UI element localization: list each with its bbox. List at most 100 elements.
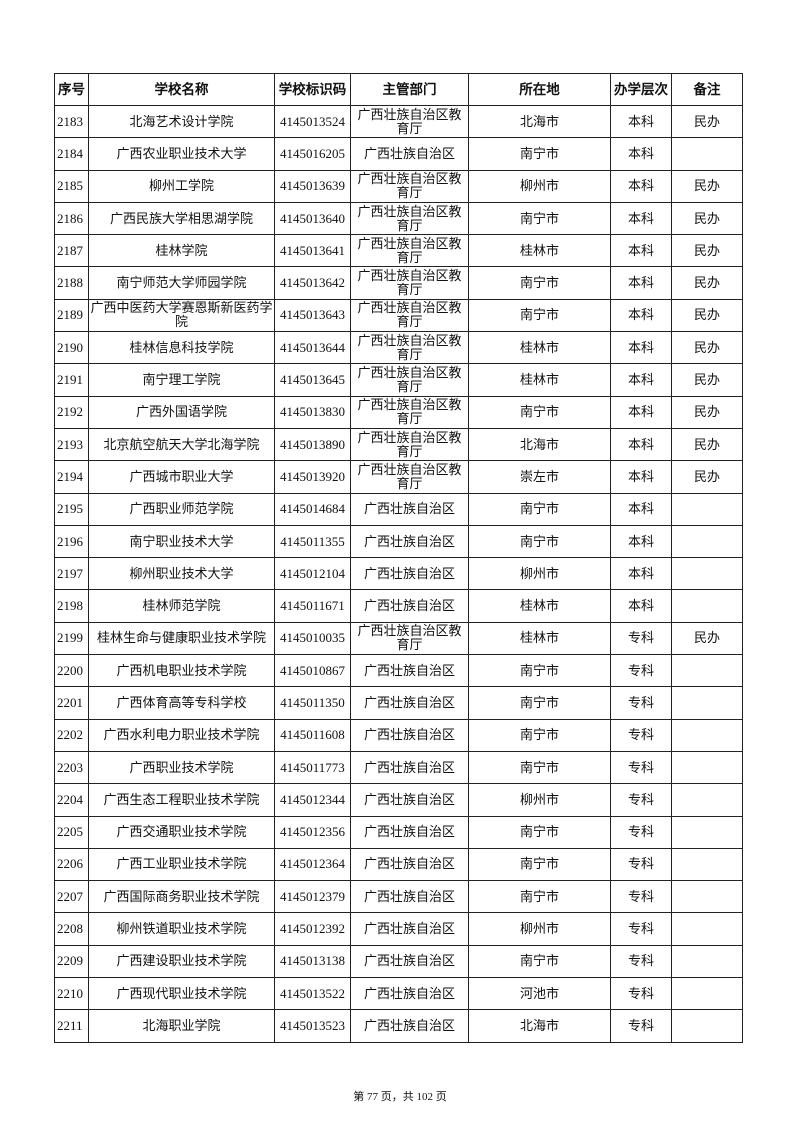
table-row: 2204 广西生态工程职业技术学院 4145012344 广西壮族自治区 柳州市 专科 <box>54 783 743 817</box>
authority-cell: 广西壮族自治区 <box>350 718 469 752</box>
location-cell: 南宁市 <box>468 880 611 914</box>
school-name-cell: 广西职业师范学院 <box>88 492 275 526</box>
remarks-cell <box>671 524 743 559</box>
remarks-cell <box>671 944 743 979</box>
table-row: 2195 广西职业师范学院 4145014684 广西壮族自治区 南宁市 本科 <box>54 492 743 526</box>
school-code-cell: 4145010867 <box>274 654 351 688</box>
location-cell: 南宁市 <box>468 298 611 333</box>
school-code-cell: 4145013138 <box>274 944 351 979</box>
remarks-cell <box>671 1009 743 1043</box>
location-cell: 崇左市 <box>468 460 611 494</box>
header-location: 所在地 <box>468 73 611 106</box>
school-name-cell: 广西国际商务职业技术学院 <box>88 880 275 914</box>
school-name-cell: 柳州工学院 <box>88 169 275 203</box>
seq-cell: 2199 <box>54 621 89 656</box>
authority-cell: 广西壮族自治区教育厅 <box>350 395 469 429</box>
remarks-cell <box>671 912 743 946</box>
table-row: 2193 北京航空航天大学北海学院 4145013890 广西壮族自治区教育厅 北海市本… <box>54 427 743 462</box>
level-cell: 专科 <box>610 686 672 720</box>
remarks-cell <box>671 977 743 1011</box>
header-seq: 序号 <box>54 73 89 106</box>
seq-cell: 2198 <box>54 589 89 623</box>
location-cell: 南宁市 <box>468 137 611 171</box>
remarks-cell <box>671 750 743 785</box>
authority-cell: 广西壮族自治区 <box>350 654 469 688</box>
seq-cell: 2187 <box>54 234 89 268</box>
table-row: 2200 广西机电职业技术学院 4145010867 广西壮族自治区 南宁市 专科 <box>54 654 743 688</box>
school-name-cell: 广西生态工程职业技术学院 <box>88 783 275 817</box>
location-cell: 北海市 <box>468 427 611 462</box>
authority-cell: 广西壮族自治区 <box>350 815 469 849</box>
school-code-cell: 4145013640 <box>274 201 351 236</box>
level-cell: 专科 <box>610 912 672 946</box>
table-row: 2205 广西交通职业技术学院 4145012356 广西壮族自治区 南宁市 专科 <box>54 815 743 849</box>
seq-cell: 2193 <box>54 427 89 462</box>
authority-cell: 广西壮族自治区 <box>350 492 469 526</box>
school-name-cell: 广西水利电力职业技术学院 <box>88 718 275 752</box>
school-code-cell: 4145013830 <box>274 395 351 429</box>
school-name-cell: 广西职业技术学院 <box>88 750 275 785</box>
school-name-cell: 广西城市职业大学 <box>88 460 275 494</box>
school-code-cell: 4145011608 <box>274 718 351 752</box>
remarks-cell: 民办 <box>671 169 743 203</box>
seq-cell: 2195 <box>54 492 89 526</box>
location-cell: 北海市 <box>468 104 611 139</box>
seq-cell: 2209 <box>54 944 89 979</box>
seq-cell: 2206 <box>54 847 89 882</box>
authority-cell: 广西壮族自治区教育厅 <box>350 363 469 397</box>
school-list-table: 序号 学校名称 学校标识码 主管部门 所在地 办学层次 备注 2183 北海艺术设… <box>54 73 743 1043</box>
location-cell: 柳州市 <box>468 557 611 591</box>
school-code-cell: 4145012104 <box>274 557 351 591</box>
remarks-cell: 民办 <box>671 298 743 333</box>
remarks-cell: 民办 <box>671 363 743 397</box>
authority-cell: 广西壮族自治区 <box>350 137 469 171</box>
school-code-cell: 4145013920 <box>274 460 351 494</box>
school-code-cell: 4145012392 <box>274 912 351 946</box>
table-row: 2188 南宁师范大学师园学院 4145013642 广西壮族自治区教育厅 南宁市 本科民… <box>54 266 743 300</box>
remarks-cell <box>671 880 743 914</box>
table-row: 2187 桂林学院 4145013641 广西壮族自治区教育厅 桂林市 本科 民办 <box>54 234 743 268</box>
school-code-cell: 4145012356 <box>274 815 351 849</box>
location-cell: 桂林市 <box>468 621 611 656</box>
level-cell: 专科 <box>610 977 672 1011</box>
school-name-cell: 广西农业职业技术大学 <box>88 137 275 171</box>
seq-cell: 2183 <box>54 104 89 139</box>
school-name-cell: 广西民族大学相思湖学院 <box>88 201 275 236</box>
table-row: 2211 北海职业学院 4145013523 广西壮族自治区 北海市 专科 <box>54 1009 743 1043</box>
remarks-cell <box>671 815 743 849</box>
remarks-cell: 民办 <box>671 201 743 236</box>
seq-cell: 2194 <box>54 460 89 494</box>
authority-cell: 广西壮族自治区教育厅 <box>350 266 469 300</box>
location-cell: 北海市 <box>468 1009 611 1043</box>
level-cell: 本科 <box>610 460 672 494</box>
level-cell: 本科 <box>610 137 672 171</box>
school-name-cell: 桂林师范学院 <box>88 589 275 623</box>
school-name-cell: 北京航空航天大学北海学院 <box>88 427 275 462</box>
school-name-cell: 广西工业职业技术学院 <box>88 847 275 882</box>
location-cell: 南宁市 <box>468 944 611 979</box>
seq-cell: 2190 <box>54 331 89 365</box>
school-code-cell: 4145013644 <box>274 331 351 365</box>
seq-cell: 2205 <box>54 815 89 849</box>
header-school-name: 学校名称 <box>88 73 275 106</box>
school-code-cell: 4145012364 <box>274 847 351 882</box>
school-code-cell: 4145010035 <box>274 621 351 656</box>
location-cell: 桂林市 <box>468 363 611 397</box>
level-cell: 本科 <box>610 427 672 462</box>
level-cell: 本科 <box>610 331 672 365</box>
table-row: 2203 广西职业技术学院 4145011773 广西壮族自治区 南宁市 专科 <box>54 750 743 785</box>
location-cell: 河池市 <box>468 977 611 1011</box>
location-cell: 南宁市 <box>468 750 611 785</box>
level-cell: 专科 <box>610 718 672 752</box>
school-code-cell: 4145013890 <box>274 427 351 462</box>
header-authority: 主管部门 <box>350 73 469 106</box>
table-row: 2192 广西外国语学院 4145013830 广西壮族自治区教育厅 南宁市 本科 民办 <box>54 395 743 429</box>
table-row: 2184 广西农业职业技术大学 4145016205 广西壮族自治区 南宁市 本科 <box>54 137 743 171</box>
location-cell: 桂林市 <box>468 589 611 623</box>
remarks-cell <box>671 137 743 171</box>
school-code-cell: 4145014684 <box>274 492 351 526</box>
school-name-cell: 南宁师范大学师园学院 <box>88 266 275 300</box>
level-cell: 专科 <box>610 654 672 688</box>
authority-cell: 广西壮族自治区 <box>350 944 469 979</box>
authority-cell: 广西壮族自治区 <box>350 912 469 946</box>
